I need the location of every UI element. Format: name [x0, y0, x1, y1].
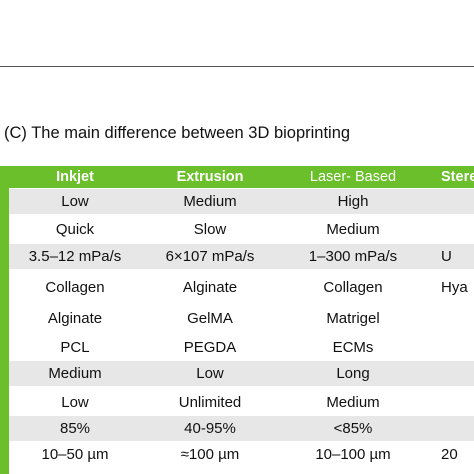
table-cell: Medium — [48, 365, 102, 382]
table-cell — [427, 390, 474, 415]
table-cell: ≈100 µm — [180, 446, 240, 463]
header-inkjet: Inkjet — [56, 169, 94, 185]
table-cell — [427, 217, 474, 242]
table-cell — [427, 335, 474, 360]
table-row: Collagen Alginate Collagen Hya — [9, 275, 474, 300]
table-cell: 10–100 µm — [315, 446, 391, 463]
table-cell: GelMA — [187, 310, 233, 327]
table-row: Low Medium High — [9, 189, 474, 214]
table-cell: 20 — [441, 446, 458, 463]
table-cell — [427, 189, 474, 214]
table-cell — [427, 361, 474, 386]
table-cell: Medium — [183, 193, 237, 210]
table-cell: 10–50 µm — [41, 446, 109, 463]
table-cell: <85% — [333, 420, 373, 437]
header-extrusion: Extrusion — [176, 169, 244, 185]
table-row: Quick Slow Medium — [9, 217, 474, 242]
header-laser-based: Laser- Based — [309, 169, 397, 185]
table-cell — [427, 416, 474, 441]
table-row: 10–50 µm ≈100 µm 10–100 µm 20 — [9, 442, 474, 467]
table-cell: 3.5–12 mPa/s — [28, 248, 122, 265]
table-cell: 85% — [59, 420, 91, 437]
table-cell: Medium — [326, 394, 380, 411]
table-row: 3.5–12 mPa/s 6×107 mPa/s 1–300 mPa/s U — [9, 244, 474, 269]
comparison-table: Inkjet Extrusion Laser- Based Stere Low … — [0, 166, 474, 474]
table-cell: Medium — [326, 221, 380, 238]
table-cell: Quick — [55, 221, 95, 238]
figure-caption: (C) The main difference between 3D biopr… — [4, 124, 351, 142]
table-cell: Hya — [441, 279, 468, 296]
table-row: PCL PEGDA ECMs — [9, 335, 474, 360]
table-cell: U — [441, 248, 452, 265]
table-cell: Unlimited — [178, 394, 242, 411]
table-cell: ECMs — [332, 339, 374, 356]
table-cell: 40-95% — [184, 420, 236, 437]
table-cell: 1–300 mPa/s — [308, 248, 398, 265]
table-cell: Matrigel — [326, 310, 380, 327]
table-cell: Slow — [193, 221, 227, 238]
table-cell — [427, 306, 474, 331]
table-cell: Alginate — [47, 310, 103, 327]
table-row: Alginate GelMA Matrigel — [9, 306, 474, 331]
table-cell: PEGDA — [183, 339, 237, 356]
table-cell: 6×107 mPa/s — [165, 248, 255, 265]
header-stereolithography: Stere — [441, 169, 474, 185]
table-cell: Alginate — [182, 279, 238, 296]
table-cell: Collagen — [323, 279, 383, 296]
table-cell: Low — [61, 394, 89, 411]
table-cell: Collagen — [45, 279, 105, 296]
figure-panel-top — [0, 0, 474, 67]
table-header-row: Inkjet Extrusion Laser- Based Stere — [9, 166, 474, 188]
table-cell: High — [337, 193, 369, 210]
table-row: Low Unlimited Medium — [9, 390, 474, 415]
table-cell: Low — [196, 365, 224, 382]
table-cell: Long — [336, 365, 370, 382]
table-row: Medium Low Long — [9, 361, 474, 386]
table-left-accent — [0, 166, 9, 474]
table-row: 85% 40-95% <85% — [9, 416, 474, 441]
table-cell: PCL — [60, 339, 90, 356]
table-cell: Low — [61, 193, 89, 210]
